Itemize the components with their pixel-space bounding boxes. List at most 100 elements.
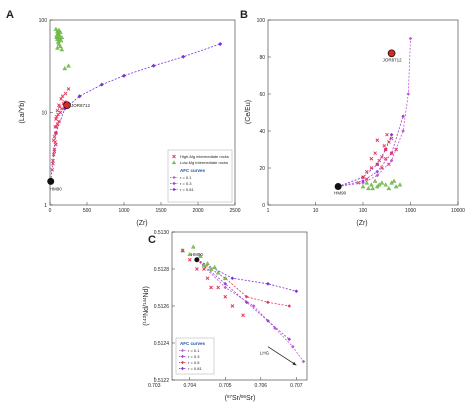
a-afc-point-7 — [181, 54, 186, 59]
c-xtick-label-1: 0.704 — [184, 383, 197, 389]
c-high-mg-point-5 — [230, 304, 235, 308]
a-low-mg-outlier-1 — [66, 63, 71, 68]
b-afc-point-0-1 — [361, 181, 365, 185]
panel-a-legend-box — [167, 149, 233, 203]
b-low-mg-point-2 — [369, 182, 374, 187]
c-afc-point-0-3 — [273, 326, 277, 330]
b-high-mg-point-2 — [364, 169, 369, 174]
legend-c-afc-2: r = 0.3 — [188, 354, 200, 359]
a-high-mg-point-2 — [51, 152, 56, 157]
a-low-mg-point-14 — [58, 29, 63, 34]
c-low-mg-point-4 — [208, 266, 214, 271]
b-ytick-label-0: 0 — [262, 203, 265, 209]
legend-a-swatch-diamond-1 — [172, 181, 176, 186]
a-xtick-label-0: 0 — [49, 208, 52, 214]
a-high-mg-point-19-b — [57, 105, 62, 109]
a-high-mg-point-26-b — [52, 149, 57, 154]
a-low-mg-point-8 — [56, 41, 62, 46]
panel-a-legend: High-Mg intermediate rocks Low-Mg interm… — [167, 149, 233, 203]
c-ytick-label-2: 0.5126 — [154, 304, 170, 310]
a-low-mg-point-9 — [58, 43, 63, 49]
legend-a-afc-1: r = 0.1 — [180, 175, 192, 180]
a-high-mg-point-25 — [60, 94, 65, 99]
legend-a-swatch-high-b — [172, 154, 176, 159]
a-xtick-label-1: 500 — [83, 208, 92, 214]
b-low-mg-point-1 — [364, 180, 370, 185]
c-high-mg-point-4-b — [216, 285, 221, 290]
a-high-mg-point-0 — [50, 168, 55, 172]
a-high-mg-point-5 — [52, 134, 57, 139]
c-afc-point-3-3 — [294, 289, 299, 293]
panel-b: 0 20 40 60 80 100 1 10 100 1000 10000 (Zr) (Ce/Eu… — [245, 18, 465, 227]
a-low-mg-point-0 — [53, 26, 59, 31]
legend-a-afc-2: r = 0.3 — [180, 181, 192, 186]
b-ytick-label-1: 20 — [259, 166, 265, 172]
b-high-mg-point-14-b — [369, 156, 374, 161]
a-high-mg-point-28-b — [54, 142, 58, 147]
a-hm90-marker — [47, 177, 55, 185]
a-high-mg-point-20-b — [59, 97, 63, 101]
c-xtick-label-3: 0.706 — [255, 383, 268, 389]
c-low-mg-point-10 — [212, 264, 217, 269]
b-hm90-label: HM90 — [334, 191, 347, 196]
b-low-mg-point-3 — [372, 178, 378, 183]
c-low-mg-point-7 — [191, 244, 196, 249]
legend-c-swatch-diamond-1 — [180, 354, 185, 359]
b-high-mg-point-3-b — [369, 166, 374, 170]
a-high-mg-point-16-b — [51, 138, 56, 143]
a-high-mg-point-5-b — [52, 134, 57, 139]
a-low-mg-point-16 — [59, 34, 65, 40]
c-afc-curve-0 — [196, 259, 304, 362]
a-afc-point-4 — [99, 82, 104, 87]
a-high-mg-point-4-b — [53, 140, 57, 144]
b-high-mg-point-8 — [389, 136, 394, 141]
b-high-mg-point-19-b — [364, 177, 369, 181]
b-low-mg-point-11 — [377, 182, 382, 187]
a-high-mg-point-18 — [54, 114, 59, 119]
c-hm90-label: HM90 — [191, 252, 204, 257]
a-high-mg-point-21 — [63, 91, 68, 96]
b-afc-point-0-6 — [408, 36, 413, 41]
c-high-mg-point-6-b — [209, 285, 213, 290]
c-low-mg-point-5 — [215, 270, 221, 275]
c-high-mg-point-9-b — [241, 313, 245, 318]
legend-a-swatch-low — [171, 160, 177, 165]
a-low-mg-point-17 — [56, 27, 62, 32]
c-afc-point-1-4 — [287, 337, 292, 342]
b-high-mg-point-15-b — [380, 166, 384, 170]
a-high-mg-point-1 — [51, 159, 55, 163]
b-high-mg-point-2-b — [364, 169, 369, 174]
c-lhg-arrow-line — [267, 346, 297, 366]
a-high-mg-point-0-b — [50, 168, 55, 172]
a-afc-point-5 — [122, 73, 126, 78]
b-afc-curve-1 — [338, 116, 404, 187]
a-high-mg-point-15-b — [62, 100, 67, 104]
b-high-mg-point-16 — [375, 138, 380, 143]
a-afc-point-3 — [77, 94, 82, 99]
a-high-mg-point-16 — [51, 138, 56, 143]
c-ytick-label-3: 0.5128 — [154, 267, 170, 273]
b-high-mg-point-4 — [375, 162, 380, 167]
panel-b-xlabel: (Zr) — [356, 220, 367, 227]
b-xtick-label-1: 10 — [313, 208, 319, 214]
b-high-mg-point-11-b — [382, 143, 387, 148]
b-high-mg-point-5-b — [380, 155, 384, 159]
b-high-mg-point-13 — [394, 147, 399, 152]
a-high-mg-point-22 — [66, 87, 71, 91]
legend-a-afc-title: AFC curves — [180, 168, 206, 173]
a-high-mg-point-9-b — [57, 119, 61, 124]
a-high-mg-point-25-b — [60, 94, 65, 99]
b-high-mg-point-1-b — [361, 175, 365, 180]
a-high-mg-point-28 — [54, 142, 58, 147]
c-high-mg-point-6 — [209, 285, 213, 290]
c-afc-point-2-2 — [244, 294, 249, 299]
c-hm90-marker — [194, 257, 200, 263]
a-high-mg-point-18-b — [54, 114, 59, 119]
legend-c-afc-4: r = 0.81 — [188, 366, 202, 371]
b-high-mg-point-9 — [373, 151, 377, 156]
c-afc-point-1-1 — [223, 282, 228, 286]
c-high-mg-point-3-b — [205, 276, 210, 281]
a-ytick-label-1: 10 — [41, 110, 47, 116]
b-high-mg-point-6 — [383, 147, 388, 152]
b-high-mg-point-7-b — [387, 140, 391, 144]
